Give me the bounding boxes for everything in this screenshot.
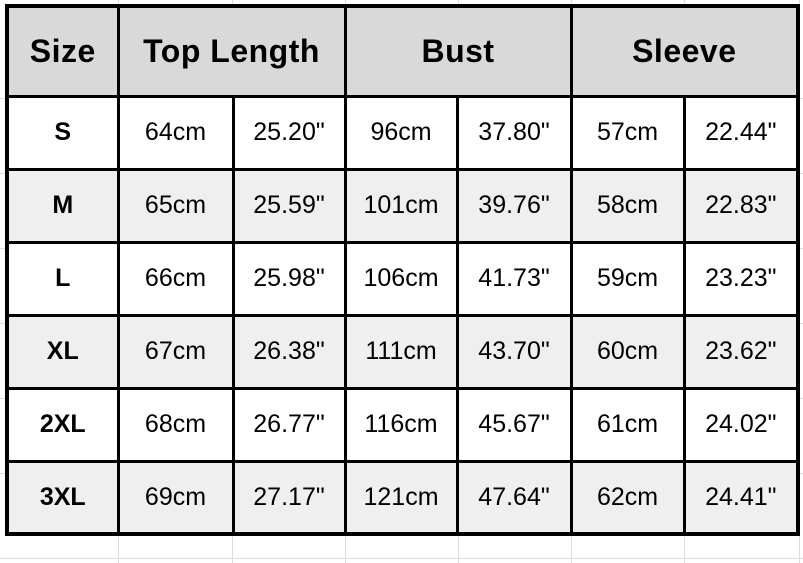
size-cell: M xyxy=(5,167,120,244)
bust-in-cell: 45.67" xyxy=(455,386,573,463)
header-row: Size Top Length Bust Sleeve xyxy=(5,4,800,98)
table-row: L 66cm 25.98" 106cm 41.73" 59cm 23.23" xyxy=(5,240,800,317)
sleeve-cm-cell: 60cm xyxy=(569,313,686,390)
table-row: M 65cm 25.59" 101cm 39.76" 58cm 22.83" xyxy=(5,167,800,244)
top-length-cm-cell: 66cm xyxy=(116,240,235,317)
sleeve-in-cell: 24.02" xyxy=(682,386,800,463)
top-length-cm-cell: 69cm xyxy=(116,459,235,536)
top-length-in-cell: 27.17" xyxy=(231,459,347,536)
bust-in-cell: 41.73" xyxy=(455,240,573,317)
background-gridline-h xyxy=(0,558,803,559)
bust-cm-cell: 116cm xyxy=(343,386,459,463)
top-length-cm-cell: 68cm xyxy=(116,386,235,463)
sleeve-cm-cell: 58cm xyxy=(569,167,686,244)
top-length-in-cell: 25.59" xyxy=(231,167,347,244)
header-bust: Bust xyxy=(343,4,573,98)
header-sleeve: Sleeve xyxy=(569,4,800,98)
table-row: S 64cm 25.20" 96cm 37.80" 57cm 22.44" xyxy=(5,94,800,171)
bust-cm-cell: 111cm xyxy=(343,313,459,390)
bust-in-cell: 39.76" xyxy=(455,167,573,244)
sleeve-in-cell: 23.62" xyxy=(682,313,800,390)
bust-cm-cell: 96cm xyxy=(343,94,459,171)
size-chart-table: Size Top Length Bust Sleeve S 64cm 25.20… xyxy=(5,4,801,536)
bust-cm-cell: 121cm xyxy=(343,459,459,536)
size-cell: S xyxy=(5,94,120,171)
size-cell: L xyxy=(5,240,120,317)
top-length-in-cell: 26.77" xyxy=(231,386,347,463)
sleeve-in-cell: 24.41" xyxy=(682,459,800,536)
top-length-cm-cell: 65cm xyxy=(116,167,235,244)
sleeve-cm-cell: 59cm xyxy=(569,240,686,317)
bust-cm-cell: 106cm xyxy=(343,240,459,317)
top-length-cm-cell: 64cm xyxy=(116,94,235,171)
bust-in-cell: 47.64" xyxy=(455,459,573,536)
sleeve-cm-cell: 61cm xyxy=(569,386,686,463)
sleeve-in-cell: 22.44" xyxy=(682,94,800,171)
bust-in-cell: 37.80" xyxy=(455,94,573,171)
bust-cm-cell: 101cm xyxy=(343,167,459,244)
size-cell: 3XL xyxy=(5,459,120,536)
size-cell: XL xyxy=(5,313,120,390)
header-top-length: Top Length xyxy=(116,4,347,98)
top-length-in-cell: 25.20" xyxy=(231,94,347,171)
table-row: XL 67cm 26.38" 111cm 43.70" 60cm 23.62" xyxy=(5,313,800,390)
bust-in-cell: 43.70" xyxy=(455,313,573,390)
top-length-cm-cell: 67cm xyxy=(116,313,235,390)
table-row: 2XL 68cm 26.77" 116cm 45.67" 61cm 24.02" xyxy=(5,386,800,463)
sleeve-in-cell: 23.23" xyxy=(682,240,800,317)
sleeve-in-cell: 22.83" xyxy=(682,167,800,244)
size-cell: 2XL xyxy=(5,386,120,463)
top-length-in-cell: 25.98" xyxy=(231,240,347,317)
table-row: 3XL 69cm 27.17" 121cm 47.64" 62cm 24.41" xyxy=(5,459,800,536)
header-size: Size xyxy=(5,4,120,98)
sleeve-cm-cell: 57cm xyxy=(569,94,686,171)
top-length-in-cell: 26.38" xyxy=(231,313,347,390)
sleeve-cm-cell: 62cm xyxy=(569,459,686,536)
